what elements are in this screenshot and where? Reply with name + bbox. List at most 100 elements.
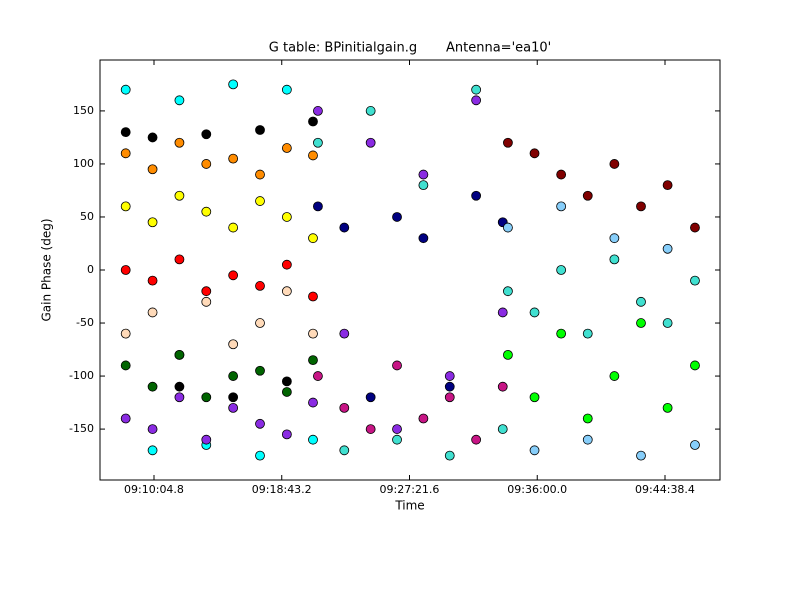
point [556,265,567,275]
point [471,190,482,201]
point [308,233,318,244]
point [444,381,455,392]
point [471,95,482,106]
point [365,392,376,403]
point [636,318,646,328]
point [556,328,567,339]
point [444,450,455,461]
point [147,217,158,228]
point [365,424,376,434]
point [255,281,265,291]
point [174,95,185,106]
point [308,355,318,366]
point [609,233,620,244]
point [228,402,239,413]
y-tick-label: 50 [80,210,94,223]
point [147,132,158,143]
point [497,381,508,392]
point [308,328,318,339]
point [609,371,620,381]
point [281,259,292,270]
point [308,150,318,161]
point [690,440,700,450]
x-tick-label: 09:27:21.6 [380,483,440,496]
point [281,143,292,153]
point [662,180,673,191]
x-axis-label: Time [394,499,424,513]
point [228,153,239,164]
point [392,424,402,434]
point [471,434,482,445]
point [281,84,292,95]
point [147,445,158,456]
point [308,116,318,127]
point [281,387,292,397]
point [174,381,185,392]
point [418,169,429,180]
point [313,106,323,116]
point [690,360,700,371]
point [392,360,402,371]
point [662,243,673,254]
point [690,222,700,233]
point [418,180,429,191]
point [147,424,158,434]
point [418,233,429,244]
point [662,402,673,413]
point [582,434,593,445]
point [228,392,239,403]
x-tick-label: 09:10:04.8 [124,483,184,496]
point [609,159,620,169]
x-tick-label: 09:18:43.2 [252,483,312,496]
point [201,159,212,169]
y-tick-label: 150 [73,104,94,117]
point [147,275,158,286]
point [339,222,350,233]
point [582,328,593,339]
point [556,201,567,212]
point [255,450,265,461]
point [147,307,158,318]
point [228,79,239,90]
y-axis-label: Gain Phase (deg) [40,218,54,321]
point [308,434,318,445]
point [529,148,540,159]
point [120,328,131,339]
point [365,106,376,116]
point [281,286,292,297]
point [556,169,567,180]
point [636,450,646,461]
x-tick-label: 09:36:00.0 [507,483,567,496]
point [365,137,376,148]
point [120,84,131,95]
point [174,349,185,360]
point [255,418,265,429]
point [308,291,318,302]
point [392,212,402,222]
point [497,424,508,434]
point [609,254,620,265]
point [690,275,700,286]
y-tick-label: -100 [69,369,94,382]
point [313,137,323,148]
point [201,129,212,140]
point [228,270,239,281]
point [471,84,482,95]
point [662,318,673,328]
point [120,360,131,371]
point [120,127,131,138]
point [201,434,212,445]
point [201,286,212,297]
point [636,201,646,212]
point [582,413,593,424]
point [392,434,402,445]
point [529,445,540,456]
point [418,413,429,424]
point [147,164,158,175]
point [120,148,131,159]
point [120,413,131,424]
point [529,307,540,318]
point [201,296,212,307]
point [281,376,292,387]
